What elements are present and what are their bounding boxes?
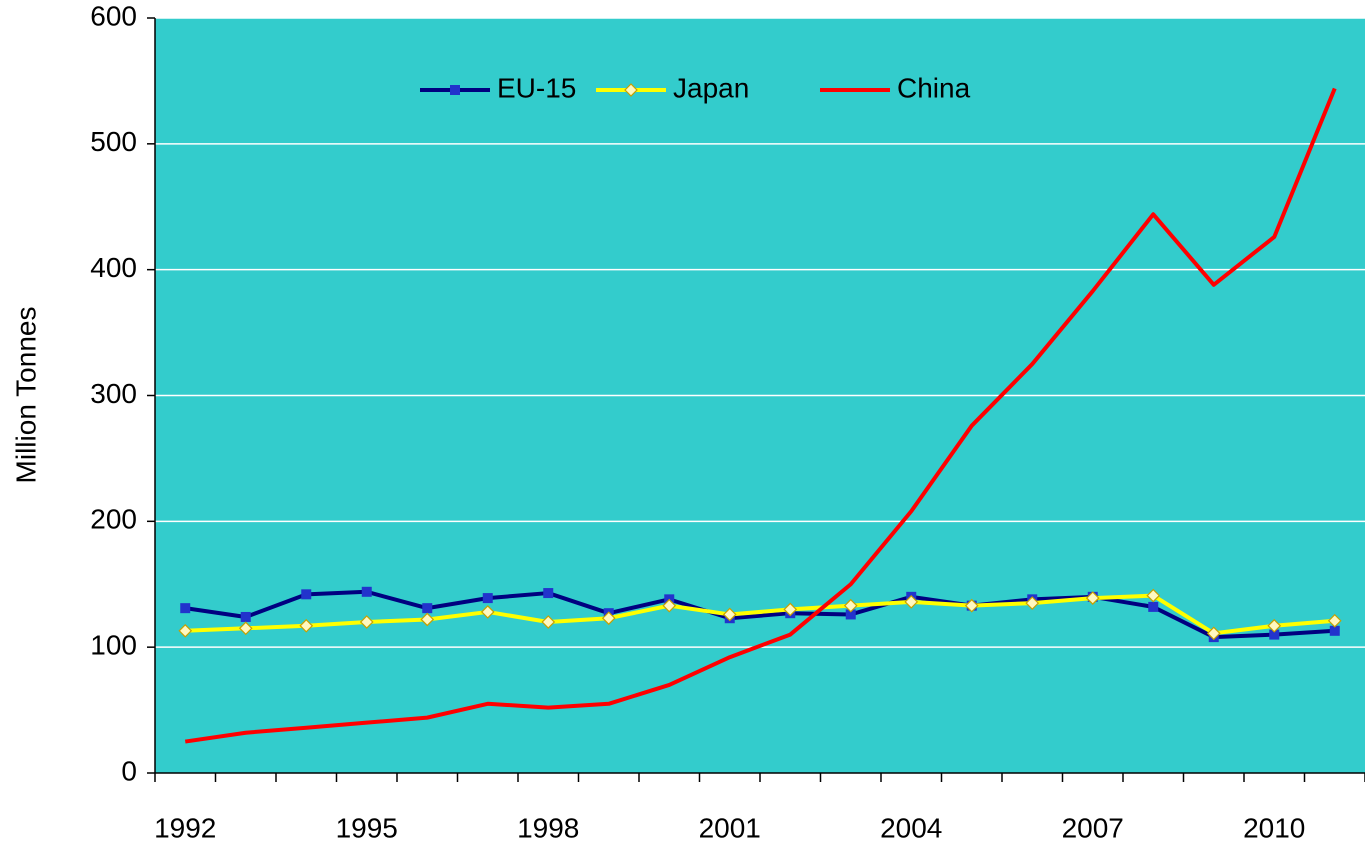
marker — [180, 603, 191, 614]
marker — [361, 586, 372, 597]
marker — [482, 593, 493, 604]
y-tick-label: 0 — [121, 755, 137, 786]
legend-item: EU-15 — [420, 72, 576, 103]
x-tick-label: 2010 — [1243, 812, 1305, 843]
marker — [450, 85, 460, 95]
y-axis-label: Million Tonnes — [10, 307, 41, 484]
x-tick-label: 2007 — [1062, 812, 1124, 843]
marker — [480, 605, 495, 619]
marker — [299, 618, 314, 633]
marker — [1206, 626, 1221, 641]
marker — [420, 612, 435, 627]
y-tick-label: 600 — [90, 0, 137, 31]
marker — [238, 621, 253, 636]
x-tick-label: 1992 — [154, 812, 216, 843]
marker — [1025, 596, 1040, 610]
marker — [1329, 625, 1340, 636]
marker — [541, 615, 556, 629]
data-line — [184, 87, 1337, 744]
marker — [1327, 613, 1342, 628]
marker — [624, 83, 638, 97]
marker — [904, 595, 919, 609]
y-tick-label: 200 — [90, 504, 137, 535]
x-tick-label: 1998 — [517, 812, 579, 843]
marker — [662, 598, 677, 613]
legend-item: Japan — [596, 72, 749, 103]
marker — [422, 603, 433, 614]
marker — [1269, 629, 1280, 640]
x-tick-label: 2004 — [880, 812, 942, 843]
marker — [845, 609, 856, 620]
marker — [783, 602, 798, 617]
marker — [178, 623, 193, 638]
y-tick-label: 300 — [90, 378, 137, 409]
legend-label: EU-15 — [497, 72, 576, 103]
y-tick-label: 400 — [90, 252, 137, 283]
marker — [1085, 591, 1100, 605]
marker — [1148, 601, 1159, 612]
marker — [964, 598, 979, 613]
x-tick-label: 2001 — [699, 812, 761, 843]
marker — [1267, 618, 1282, 633]
marker — [240, 611, 251, 622]
marker — [543, 588, 554, 599]
legend-label: Japan — [673, 72, 749, 103]
marker — [843, 598, 858, 613]
data-line — [185, 593, 1335, 636]
marker — [722, 607, 737, 622]
y-tick-label: 500 — [90, 126, 137, 157]
y-tick-label: 100 — [90, 630, 137, 661]
x-tick-label: 1995 — [336, 812, 398, 843]
legend-label: China — [897, 72, 971, 103]
marker — [1146, 588, 1161, 603]
series — [184, 87, 1337, 744]
data-line — [184, 589, 1335, 640]
series — [178, 588, 1342, 641]
marker — [601, 611, 616, 626]
legend-item: China — [820, 72, 971, 103]
marker — [359, 615, 374, 629]
marker — [301, 589, 312, 600]
